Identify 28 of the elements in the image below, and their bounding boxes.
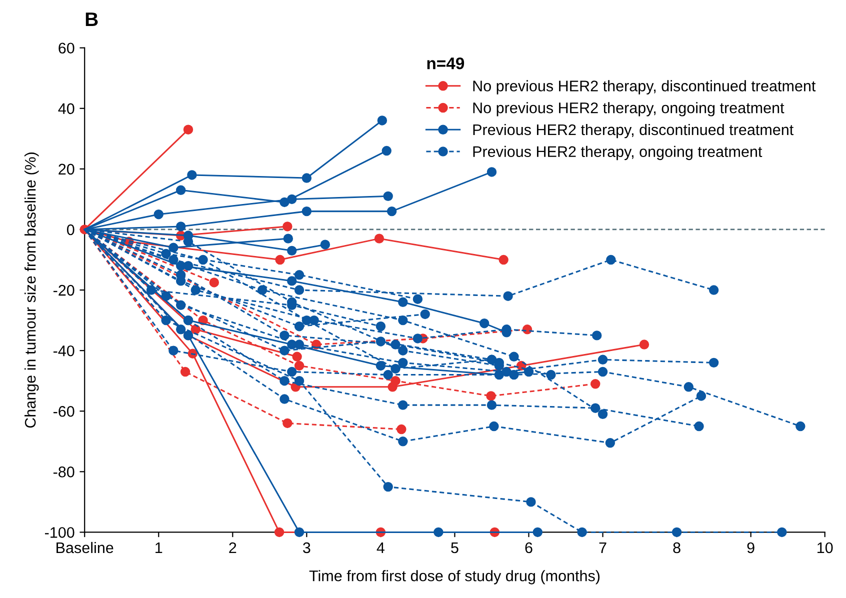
x-tick-label: 8 bbox=[673, 542, 680, 554]
x-tick-label: 5 bbox=[451, 542, 458, 554]
x-tick-label: 4 bbox=[376, 542, 384, 554]
legend-title: n=49 bbox=[427, 57, 464, 70]
x-tick-label: Baseline bbox=[56, 542, 114, 554]
y-tick-label: -60 bbox=[53, 406, 74, 417]
chart-title: B bbox=[86, 12, 98, 26]
x-axis-title: Time from first dose of study drug (months) bbox=[309, 570, 600, 584]
y-tick-label: 60 bbox=[58, 42, 74, 54]
y-tick-label: 40 bbox=[58, 103, 74, 114]
y-tick-label: 20 bbox=[58, 164, 74, 175]
x-tick-label: 2 bbox=[229, 542, 236, 554]
legend-label: Previous HER2 therapy, discontinued treatment bbox=[473, 124, 794, 138]
y-tick-label: -80 bbox=[53, 466, 74, 478]
x-tick-label: 3 bbox=[303, 542, 310, 554]
x-tick-label: 9 bbox=[747, 542, 754, 554]
x-tick-label: 6 bbox=[525, 542, 532, 554]
x-tick-label: 10 bbox=[818, 542, 833, 554]
legend-label: No previous HER2 therapy, ongoing treatment bbox=[473, 102, 784, 116]
y-tick-label: -20 bbox=[53, 284, 74, 296]
legend-label: No previous HER2 therapy, discontinued treatment bbox=[473, 80, 816, 94]
y-tick-label: -40 bbox=[53, 345, 74, 356]
x-tick-label: 7 bbox=[599, 542, 606, 554]
y-tick-label: -100 bbox=[44, 527, 74, 538]
x-tick-label: 1 bbox=[156, 542, 162, 554]
y-tick-label: 0 bbox=[66, 224, 74, 236]
y-axis-title: Change in tumour size from baseline (%) bbox=[24, 152, 39, 428]
legend-label: Previous HER2 therapy, ongoing treatment bbox=[473, 146, 762, 160]
